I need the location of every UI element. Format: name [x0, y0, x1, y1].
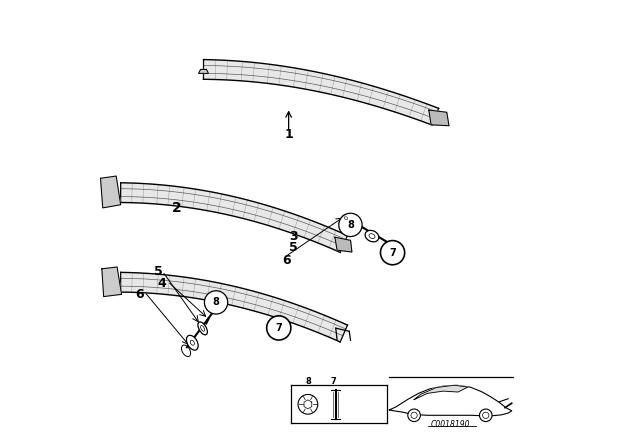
Text: 8: 8 [305, 377, 311, 386]
Circle shape [339, 213, 362, 237]
Text: 3: 3 [289, 230, 298, 243]
Circle shape [479, 409, 492, 422]
Circle shape [380, 241, 404, 265]
Text: 6: 6 [282, 254, 291, 267]
Text: 1: 1 [284, 128, 293, 141]
Circle shape [408, 409, 420, 422]
Polygon shape [120, 272, 348, 342]
Text: 5: 5 [289, 241, 298, 254]
Text: 7: 7 [275, 323, 282, 333]
Text: 8: 8 [347, 220, 354, 230]
Ellipse shape [198, 322, 207, 335]
Text: 7: 7 [331, 377, 336, 386]
Circle shape [298, 395, 317, 414]
Ellipse shape [182, 345, 191, 357]
Circle shape [267, 316, 291, 340]
Text: 4: 4 [158, 276, 166, 290]
Polygon shape [389, 385, 512, 416]
Text: 2: 2 [172, 201, 182, 215]
Polygon shape [198, 69, 209, 73]
Text: 6: 6 [136, 288, 144, 301]
Polygon shape [429, 110, 449, 126]
Polygon shape [335, 237, 352, 252]
Text: 7: 7 [389, 248, 396, 258]
Polygon shape [120, 183, 348, 252]
Polygon shape [102, 267, 122, 297]
Polygon shape [414, 385, 468, 400]
Text: 5: 5 [154, 264, 163, 278]
Ellipse shape [186, 335, 198, 350]
Polygon shape [100, 176, 121, 208]
Circle shape [204, 291, 228, 314]
Polygon shape [204, 60, 438, 125]
Text: C0018190: C0018190 [431, 420, 470, 429]
Ellipse shape [342, 215, 350, 221]
Ellipse shape [365, 230, 379, 242]
Text: 8: 8 [212, 297, 220, 307]
